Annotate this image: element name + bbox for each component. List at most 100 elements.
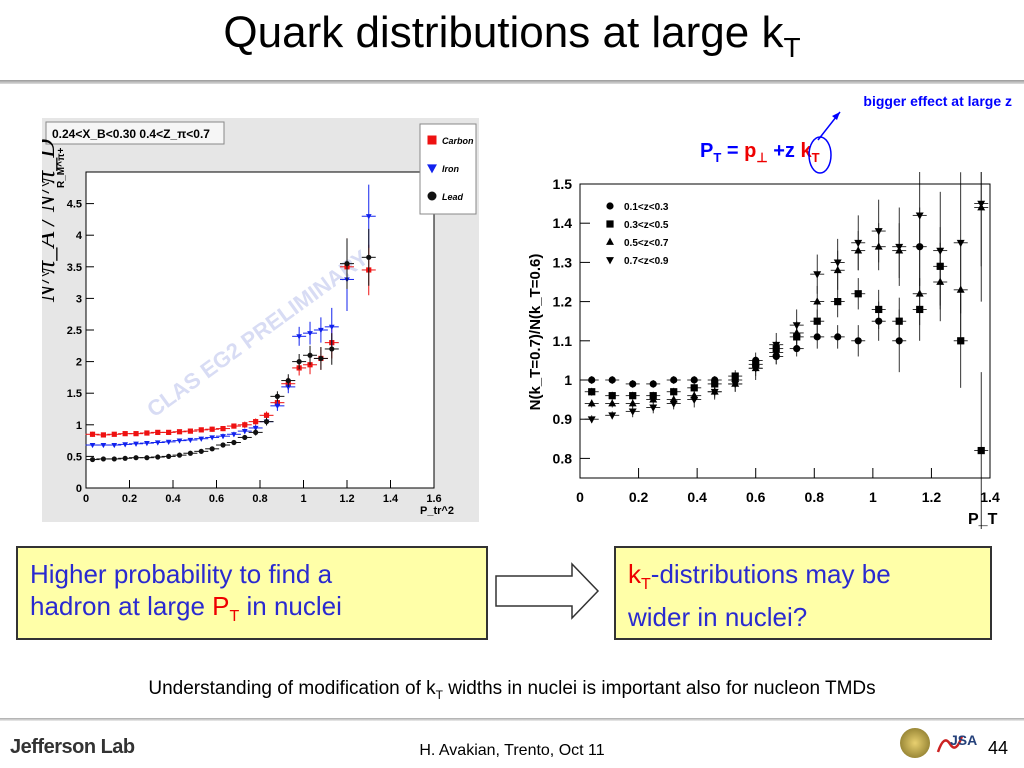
left-data-point bbox=[176, 429, 183, 435]
left-x-tick-label: 0 bbox=[83, 493, 89, 505]
right-legend-label: 0.7<z<0.9 bbox=[624, 256, 669, 267]
left-data-point bbox=[231, 439, 237, 446]
right-data-point bbox=[628, 399, 637, 407]
left-x-tick-label: 0.6 bbox=[209, 493, 224, 505]
left-data-point bbox=[274, 393, 280, 399]
left-data-point bbox=[209, 426, 215, 432]
conclusion-box-right: kT-distributions may be wider in nuclei? bbox=[614, 546, 992, 640]
left-y-tick-label: 2.5 bbox=[67, 325, 82, 337]
right-data-point bbox=[670, 376, 678, 384]
right-data-point bbox=[833, 259, 842, 267]
right-arrow-icon bbox=[495, 562, 600, 620]
jefferson-lab-logo: Jefferson Lab bbox=[10, 736, 135, 758]
title-divider bbox=[0, 80, 1024, 84]
left-data-point bbox=[187, 428, 193, 434]
right-data-point bbox=[792, 322, 801, 330]
right-data-point bbox=[649, 404, 658, 412]
page-number: 44 bbox=[987, 738, 1008, 758]
left-y-tick-label: 4.5 bbox=[67, 199, 82, 211]
right-data-point bbox=[608, 412, 617, 420]
left-data-point bbox=[220, 434, 226, 440]
left-data-point bbox=[209, 446, 215, 452]
left-data-point bbox=[307, 352, 313, 358]
right-data-point bbox=[956, 239, 965, 248]
left-y-tick-label: 4 bbox=[76, 230, 83, 242]
left-x-tick-label: 1 bbox=[300, 493, 306, 505]
right-data-point bbox=[834, 298, 842, 306]
right-data-point bbox=[587, 416, 596, 424]
right-x-tick-label: 1 bbox=[869, 489, 877, 505]
right-data-point bbox=[834, 333, 842, 341]
left-data-point bbox=[252, 425, 259, 432]
annotation-arrow bbox=[808, 111, 841, 174]
right-data-point bbox=[649, 395, 658, 403]
slide-title: Quark distributions at large kT bbox=[223, 8, 801, 63]
right-legend-marker bbox=[606, 220, 614, 228]
left-x-axis-label: P_tr^2 bbox=[420, 505, 454, 517]
left-data-point bbox=[344, 261, 350, 267]
right-data-point bbox=[854, 337, 862, 345]
left-data-point bbox=[154, 440, 161, 446]
right-y-tick-label: 1.3 bbox=[553, 254, 573, 270]
left-data-point bbox=[274, 403, 281, 409]
doe-seal-icon bbox=[900, 728, 930, 758]
left-data-point bbox=[133, 455, 139, 461]
right-y-tick-label: 0.8 bbox=[553, 450, 573, 466]
left-data-point bbox=[263, 419, 270, 425]
title-subscript: T bbox=[783, 32, 801, 63]
left-legend-marker bbox=[427, 191, 437, 201]
right-chart: 0 0.2 0.4 0.6 0.8 1 1.2 1.4 0.8 0.9 1 1.1 1.2 1.3 1.4 1… bbox=[527, 172, 1000, 529]
left-data-point bbox=[187, 450, 193, 456]
right-data-point bbox=[854, 290, 862, 298]
left-y-axis-ratio-label: N^π_A / N^π_D bbox=[42, 139, 60, 303]
left-legend-label: Iron bbox=[442, 164, 460, 174]
right-y-tick-label: 0.9 bbox=[553, 411, 573, 427]
left-data-point bbox=[318, 327, 324, 334]
right-data-point bbox=[915, 289, 924, 297]
left-data-point bbox=[307, 331, 313, 337]
left-data-point bbox=[144, 441, 150, 447]
right-data-point bbox=[936, 247, 945, 255]
left-data-point bbox=[165, 439, 172, 445]
pt-formula: PT = p⊥ +z kT bbox=[700, 140, 820, 165]
left-legend-marker bbox=[427, 135, 437, 145]
bottom-statement: Understanding of modification of kT widt… bbox=[148, 678, 876, 702]
left-data-point bbox=[89, 456, 96, 463]
right-x-tick-label: 0.4 bbox=[687, 489, 707, 505]
right-data-point bbox=[895, 317, 903, 325]
left-data-point bbox=[122, 442, 129, 448]
right-data-point bbox=[854, 239, 863, 248]
right-data-point bbox=[649, 380, 657, 388]
right-legend-marker bbox=[606, 237, 614, 245]
right-data-point bbox=[813, 333, 821, 341]
right-data-point bbox=[813, 317, 821, 325]
left-title-box bbox=[45, 121, 225, 145]
left-plot-area bbox=[85, 171, 435, 489]
left-data-point bbox=[133, 431, 139, 437]
left-data-point bbox=[231, 432, 237, 438]
left-data-point bbox=[100, 442, 107, 449]
left-x-tick-label: 0.4 bbox=[165, 493, 181, 505]
left-data-point bbox=[220, 425, 226, 432]
left-y-axis-label: R_M^π+ bbox=[56, 147, 67, 188]
right-legend-label: 0.5<z<0.7 bbox=[624, 238, 669, 249]
left-data-point bbox=[100, 456, 106, 462]
right-x-tick-label: 1.2 bbox=[922, 489, 942, 505]
left-data-point bbox=[209, 435, 216, 441]
left-y-tick-label: 0.5 bbox=[67, 451, 82, 463]
right-data-point bbox=[690, 384, 698, 392]
right-data-point bbox=[813, 297, 822, 305]
right-data-point bbox=[670, 388, 678, 396]
right-x-tick-label: 1.4 bbox=[980, 489, 1000, 505]
right-data-point bbox=[690, 376, 698, 384]
right-data-point bbox=[874, 228, 883, 236]
right-y-tick-label: 1.1 bbox=[553, 333, 573, 349]
right-data-point bbox=[772, 341, 781, 350]
left-data-point bbox=[100, 432, 106, 438]
left-data-point bbox=[296, 359, 302, 365]
left-data-point bbox=[122, 455, 128, 461]
left-data-point bbox=[133, 441, 139, 447]
left-chart-title: 0.24<X_B<0.30 0.4<Z_π<0.7 bbox=[52, 127, 210, 141]
right-y-tick-label: 1.4 bbox=[553, 215, 573, 231]
